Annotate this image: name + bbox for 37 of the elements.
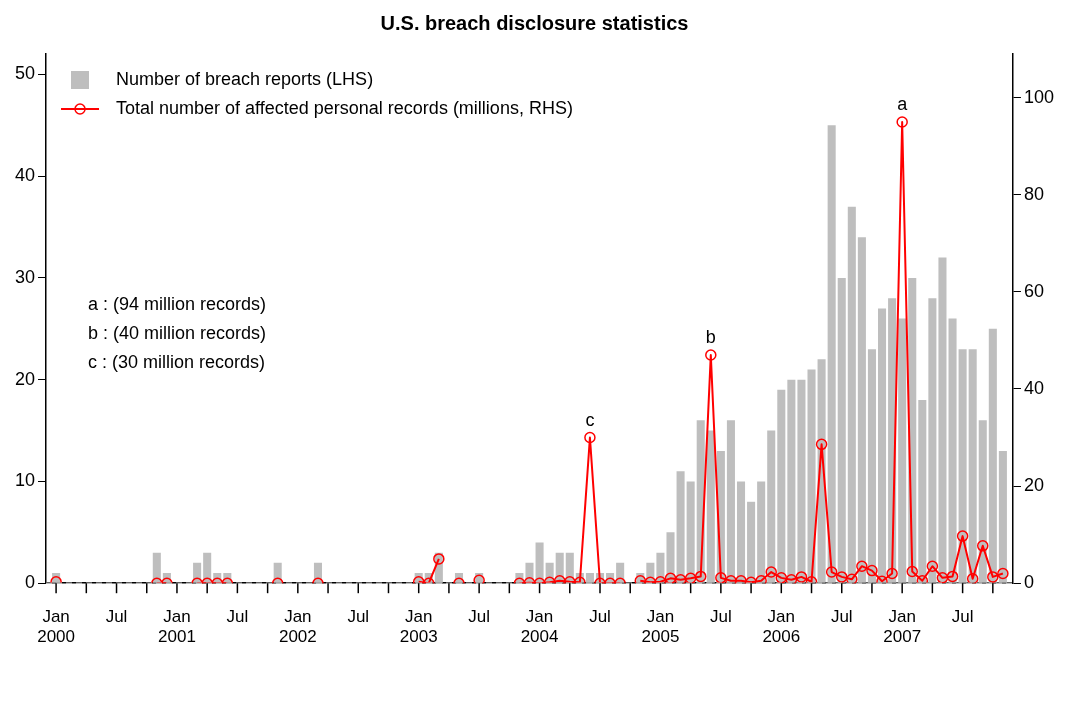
- annotation: a: [897, 93, 909, 114]
- x-tick-label: Jan 2004: [520, 607, 559, 647]
- annotation: b: [705, 326, 716, 347]
- annotation: a : (94 million records): [88, 293, 267, 314]
- y2-tick-label: 60: [1023, 280, 1044, 301]
- y2-tick-label: 0: [1023, 572, 1034, 593]
- y-tick-label: 10: [14, 470, 36, 491]
- y-tick-label: 30: [14, 266, 36, 287]
- x-tick-label: Jul: [589, 607, 611, 627]
- legend-label: Number of breach reports (LHS): [116, 68, 374, 89]
- y2-tick-label: 40: [1023, 377, 1044, 398]
- y2-tick-label: 80: [1023, 183, 1044, 204]
- x-tick-label: Jul: [710, 607, 732, 627]
- y-tick-label: 0: [25, 572, 36, 593]
- x-tick-label: Jul: [830, 607, 853, 627]
- x-tick-label: Jan 2001: [158, 607, 196, 647]
- x-tick-label: Jul: [105, 607, 128, 627]
- x-tick-label: Jan 2006: [762, 607, 801, 647]
- x-tick-label: Jul: [347, 607, 370, 627]
- y-tick-label: 20: [14, 368, 36, 389]
- y-tick-label: 50: [14, 63, 36, 84]
- chart-title: U.S. breach disclosure statistics: [380, 11, 689, 34]
- x-tick-label: Jan 2002: [278, 607, 317, 647]
- y2-tick-label: 20: [1023, 475, 1044, 496]
- annotation: b : (40 million records): [88, 322, 267, 343]
- x-tick-label: Jan 2000: [37, 607, 76, 647]
- y2-tick-label: 100: [1023, 86, 1055, 107]
- annotation: c: [585, 409, 595, 430]
- legend-label: Total number of affected personal records (millions, RHS): [116, 97, 573, 118]
- x-tick-label: Jul: [226, 607, 249, 627]
- annotation: c : (30 million records): [88, 351, 266, 372]
- y-tick-label: 40: [14, 165, 36, 186]
- x-tick-label: Jan 2005: [641, 607, 680, 647]
- x-tick-label: Jan 2007: [883, 607, 922, 647]
- x-tick-label: Jul: [951, 607, 974, 627]
- x-tick-label: Jul: [468, 607, 490, 627]
- x-tick-label: Jan 2003: [399, 607, 438, 647]
